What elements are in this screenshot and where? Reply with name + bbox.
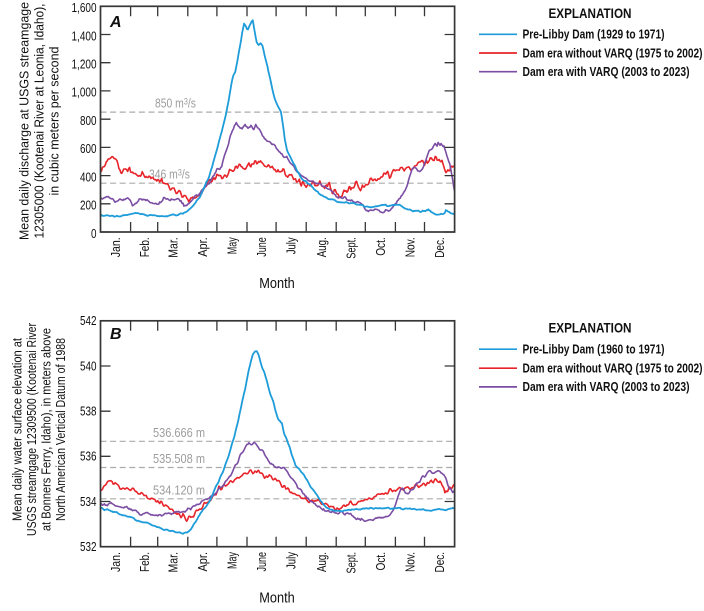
svg-text:1,600: 1,600 [72, 1, 97, 15]
svg-text:534.120 m: 534.120 m [153, 483, 205, 497]
svg-text:Dam era with VARQ (2003 to 202: Dam era with VARQ (2003 to 2023) [523, 380, 690, 394]
svg-text:B: B [110, 326, 122, 343]
svg-text:EXPLANATION: EXPLANATION [549, 5, 632, 21]
svg-text:1,400: 1,400 [72, 29, 97, 43]
svg-text:12305000 (Kootenai River at Le: 12305000 (Kootenai River at Leonia, Idah… [33, 4, 47, 239]
svg-text:542: 542 [80, 314, 97, 328]
svg-text:Dam era with VARQ (2003 to 202: Dam era with VARQ (2003 to 2023) [523, 65, 690, 79]
svg-text:Sept.: Sept. [344, 237, 358, 258]
svg-text:EXPLANATION: EXPLANATION [549, 320, 632, 336]
svg-text:Pre-Libby Dam (1929 to 1971): Pre-Libby Dam (1929 to 1971) [523, 28, 665, 42]
svg-text:540: 540 [80, 359, 97, 373]
svg-text:Mean daily discharge at USGS s: Mean daily discharge at USGS streamgage [18, 2, 32, 240]
svg-text:Oct.: Oct. [374, 552, 388, 571]
svg-text:200: 200 [80, 199, 97, 213]
svg-text:Mar.: Mar. [166, 552, 180, 573]
svg-text:Jan.: Jan. [109, 552, 123, 572]
svg-text:1,200: 1,200 [72, 58, 97, 72]
svg-text:600: 600 [80, 142, 97, 156]
svg-text:June: June [255, 552, 269, 572]
svg-text:Jan.: Jan. [109, 237, 123, 257]
svg-text:A: A [109, 14, 122, 31]
svg-text:536: 536 [80, 450, 97, 464]
svg-text:USGS streamgage 12309500 (Koot: USGS streamgage 12309500 (Kootenai River [25, 323, 39, 536]
svg-text:Apr.: Apr. [196, 237, 210, 256]
svg-text:in cubic meters per second: in cubic meters per second [48, 46, 62, 195]
svg-text:534: 534 [80, 495, 97, 509]
svg-text:May: May [226, 237, 240, 255]
svg-text:Aug.: Aug. [315, 237, 329, 257]
svg-text:Month: Month [259, 276, 295, 292]
svg-text:May: May [226, 551, 240, 569]
svg-text:Nov.: Nov. [404, 552, 418, 572]
svg-text:Pre-Libby Dam (1960 to 1971): Pre-Libby Dam (1960 to 1971) [523, 343, 665, 357]
svg-text:536.666 m: 536.666 m [153, 426, 205, 440]
svg-text:Aug.: Aug. [315, 552, 329, 572]
svg-text:Feb.: Feb. [138, 552, 152, 572]
svg-text:Sept.: Sept. [344, 552, 358, 574]
svg-text:at Bonners Ferry, Idaho), in m: at Bonners Ferry, Idaho), in meters abov… [40, 328, 54, 531]
svg-text:Apr.: Apr. [196, 552, 210, 572]
svg-text:Feb.: Feb. [138, 237, 152, 257]
svg-text:800: 800 [80, 114, 97, 128]
svg-text:Mean daily water surface eleva: Mean daily water surface elevation at [11, 338, 25, 521]
svg-text:Dam era without VARQ (1975 to: Dam era without VARQ (1975 to 2002) [523, 46, 703, 60]
svg-text:July: July [285, 237, 299, 255]
svg-text:Dam era without VARQ (1975 to: Dam era without VARQ (1975 to 2002) [523, 362, 703, 376]
svg-text:538: 538 [80, 405, 97, 419]
svg-text:June: June [255, 237, 269, 257]
svg-text:0: 0 [91, 227, 97, 241]
svg-text:532: 532 [80, 540, 97, 554]
svg-text:Dec.: Dec. [433, 237, 447, 257]
svg-text:July: July [285, 551, 299, 569]
svg-text:North American Vertical Datum: North American Vertical Datum of 1988 [54, 338, 68, 521]
svg-text:535.508 m: 535.508 m [153, 452, 205, 466]
svg-text:1,000: 1,000 [72, 86, 97, 100]
svg-text:850 m3/s: 850 m3/s [155, 97, 196, 111]
svg-text:Dec.: Dec. [433, 552, 447, 573]
svg-text:400: 400 [80, 170, 97, 184]
svg-text:Oct.: Oct. [374, 237, 388, 256]
svg-text:Nov.: Nov. [404, 237, 418, 257]
svg-text:Mar.: Mar. [166, 237, 180, 257]
svg-text:Month: Month [259, 590, 295, 606]
